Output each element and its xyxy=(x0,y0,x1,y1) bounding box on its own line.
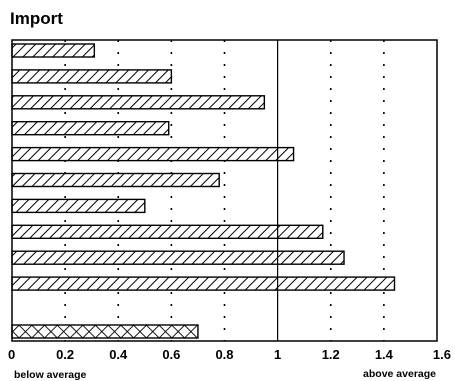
bar xyxy=(11,276,396,291)
x-axis-ticks: 0 0.2 0.4 0.6 0.8 1 1.2 1.4 1.6 xyxy=(8,347,451,362)
x-tick-label: 0.8 xyxy=(215,347,233,362)
bar xyxy=(11,198,146,214)
x-tick-label: 1.6 xyxy=(433,347,451,362)
bar xyxy=(11,69,173,84)
grid-lines xyxy=(64,40,385,341)
below-average-label: below average xyxy=(14,369,87,381)
bar xyxy=(11,224,324,240)
bar xyxy=(11,172,220,188)
bar xyxy=(11,43,96,58)
x-tick-label: 0 xyxy=(8,347,15,362)
x-tick-label: 1.2 xyxy=(322,347,340,362)
x-tick-label: 0.6 xyxy=(162,347,180,362)
bar xyxy=(11,250,345,265)
above-average-label: above average xyxy=(363,368,436,380)
x-tick-label: 1 xyxy=(274,347,281,362)
bar xyxy=(11,95,266,110)
bar xyxy=(11,146,295,162)
bar xyxy=(11,120,170,136)
x-tick-label: 0.2 xyxy=(56,347,74,362)
bars xyxy=(11,43,396,339)
chart-title: Import xyxy=(10,9,63,28)
summary-bar xyxy=(11,324,199,339)
x-tick-label: 1.4 xyxy=(375,347,394,362)
plot-frame xyxy=(11,39,438,342)
x-tick-label: 0.4 xyxy=(109,347,128,362)
